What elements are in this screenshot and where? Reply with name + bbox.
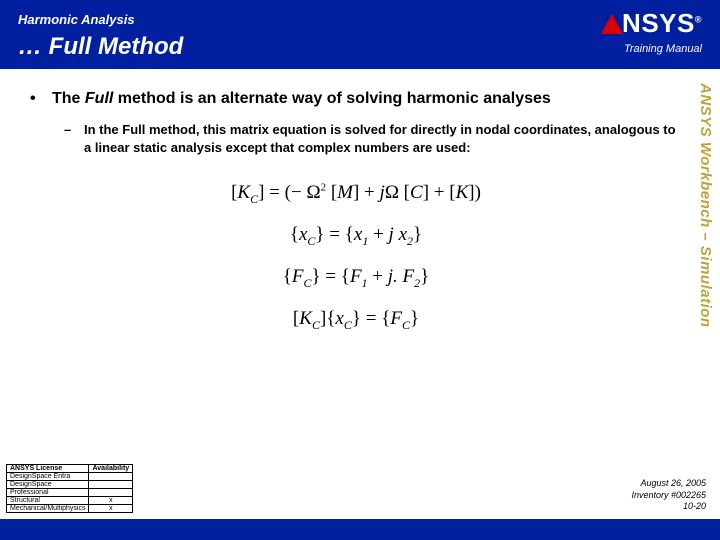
logo-triangle-icon — [601, 14, 623, 34]
equation-3: {FC} = {F1 + j. F2} — [30, 258, 682, 296]
table-row: DesignSpace — [7, 481, 133, 489]
table-cell: x — [89, 505, 133, 513]
manual-label: Training Manual — [601, 43, 702, 55]
table-cell: Mechanical/Multiphysics — [7, 505, 89, 513]
main-bullet: • The Full method is an alternate way of… — [30, 89, 682, 109]
table-row: Professional — [7, 489, 133, 497]
logo-text: NSYS — [622, 8, 695, 38]
table-cell: Structural — [7, 497, 89, 505]
table-header-row: ANSYS License Availability — [7, 465, 133, 473]
equation-2: {xC} = {x1 + j x2} — [30, 216, 682, 254]
table-header: Availability — [89, 465, 133, 473]
table-cell — [89, 481, 133, 489]
license-table: ANSYS License Availability DesignSpace E… — [6, 464, 133, 513]
ansys-logo: NSYS® — [601, 8, 702, 39]
table-cell: DesignSpace Entra — [7, 473, 89, 481]
sub-bullet: – In the Full method, this matrix equati… — [64, 121, 682, 156]
sub-marker: – — [64, 121, 84, 156]
table-cell — [89, 489, 133, 497]
logo-block: NSYS® Training Manual — [601, 8, 702, 55]
sub-text: In the Full method, this matrix equation… — [84, 121, 682, 156]
bullet-marker: • — [30, 89, 52, 109]
table-cell: Professional — [7, 489, 89, 497]
topic-label: Harmonic Analysis — [18, 12, 702, 27]
table-cell: DesignSpace — [7, 481, 89, 489]
slide-body: ANSYS Workbench – Simulation • The Full … — [0, 71, 720, 519]
footer-inventory: Inventory #002265 — [631, 490, 706, 502]
slide-title: … Full Method — [18, 33, 702, 61]
bullet-rest: method is an alternate way of solving ha… — [113, 90, 550, 107]
table-cell: x — [89, 497, 133, 505]
bullet-text: The Full method is an alternate way of s… — [52, 89, 551, 109]
equation-4: [KC]{xC} = {FC} — [30, 300, 682, 338]
bullet-prefix: The — [52, 90, 85, 107]
footer-page: 10-20 — [631, 501, 706, 513]
table-header: ANSYS License — [7, 465, 89, 473]
slide-header: Harmonic Analysis … Full Method NSYS® Tr… — [0, 0, 720, 63]
table-row: Mechanical/Multiphysicsx — [7, 505, 133, 513]
footer-meta: August 26, 2005 Inventory #002265 10-20 — [631, 478, 706, 513]
side-watermark: ANSYS Workbench – Simulation — [697, 83, 714, 328]
equation-1: [KC] = (− Ω2 [M] + jΩ [C] + [K]) — [30, 174, 682, 212]
table-row: DesignSpace Entra — [7, 473, 133, 481]
table-row: Structuralx — [7, 497, 133, 505]
equation-block: [KC] = (− Ω2 [M] + jΩ [C] + [K]) {xC} = … — [30, 174, 682, 338]
footer-date: August 26, 2005 — [631, 478, 706, 490]
table-cell — [89, 473, 133, 481]
bullet-emph: Full — [85, 90, 113, 107]
